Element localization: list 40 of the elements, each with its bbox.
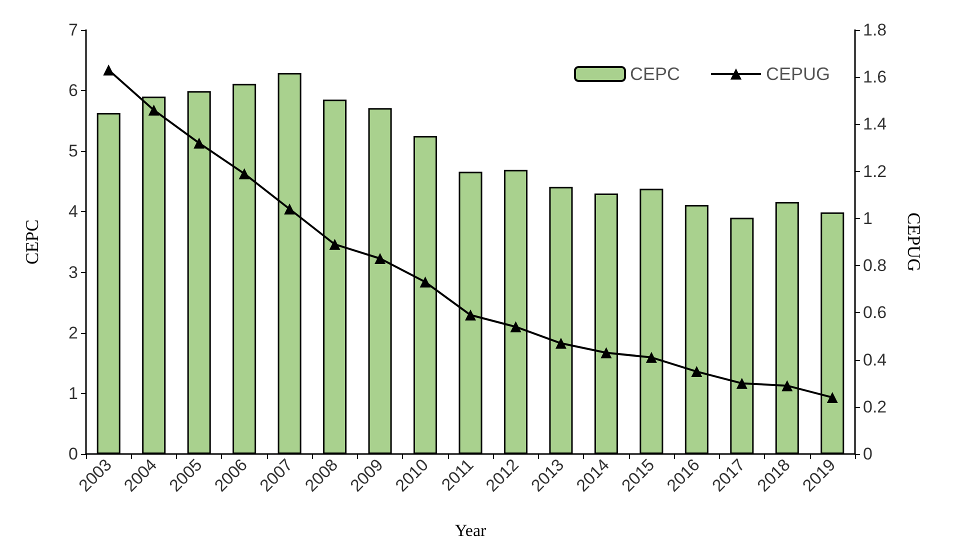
point [284, 204, 296, 215]
y-tick-label: 6 [68, 81, 78, 100]
y2-tick-label: 0.2 [863, 397, 887, 416]
point [420, 276, 431, 288]
legend-label: CEPC [630, 64, 680, 84]
y2-tick-label: 1.2 [863, 162, 887, 181]
legend-label: CEPUG [766, 64, 830, 84]
y-axis-title: CEPC [22, 219, 42, 265]
y-tick-label: 5 [68, 142, 78, 161]
point [826, 392, 838, 403]
y2-tick-label: 1.8 [863, 20, 887, 40]
point [646, 352, 657, 363]
y-tick-label: 2 [68, 323, 78, 342]
point [103, 64, 114, 76]
y2-tick-label: 1.4 [863, 114, 887, 134]
y2-tick-label: 0 [863, 444, 872, 464]
point [555, 338, 566, 349]
y2-axis-title: CEPUG [904, 212, 924, 272]
y-tick-label: 4 [68, 202, 78, 222]
point [736, 378, 748, 389]
y-tick-label: 1 [68, 384, 78, 403]
y2-tick-label: 0.8 [863, 256, 887, 276]
point [238, 168, 250, 180]
y-tick-label: 3 [68, 262, 78, 282]
point [782, 380, 793, 392]
point [194, 138, 205, 149]
point [329, 238, 340, 250]
point [510, 321, 522, 332]
y2-tick-label: 0.6 [863, 303, 887, 322]
x-axis-title: Year [454, 521, 486, 540]
y2-tick-label: 1.6 [863, 68, 887, 87]
point [465, 310, 476, 321]
point [374, 252, 386, 264]
y2-tick-label: 1 [863, 208, 872, 228]
y2-tick-label: 0.4 [863, 350, 887, 370]
point [148, 104, 160, 116]
y-tick-label: 0 [68, 444, 78, 464]
y-tick-label: 7 [68, 20, 78, 40]
point [600, 347, 612, 358]
point [691, 366, 702, 378]
